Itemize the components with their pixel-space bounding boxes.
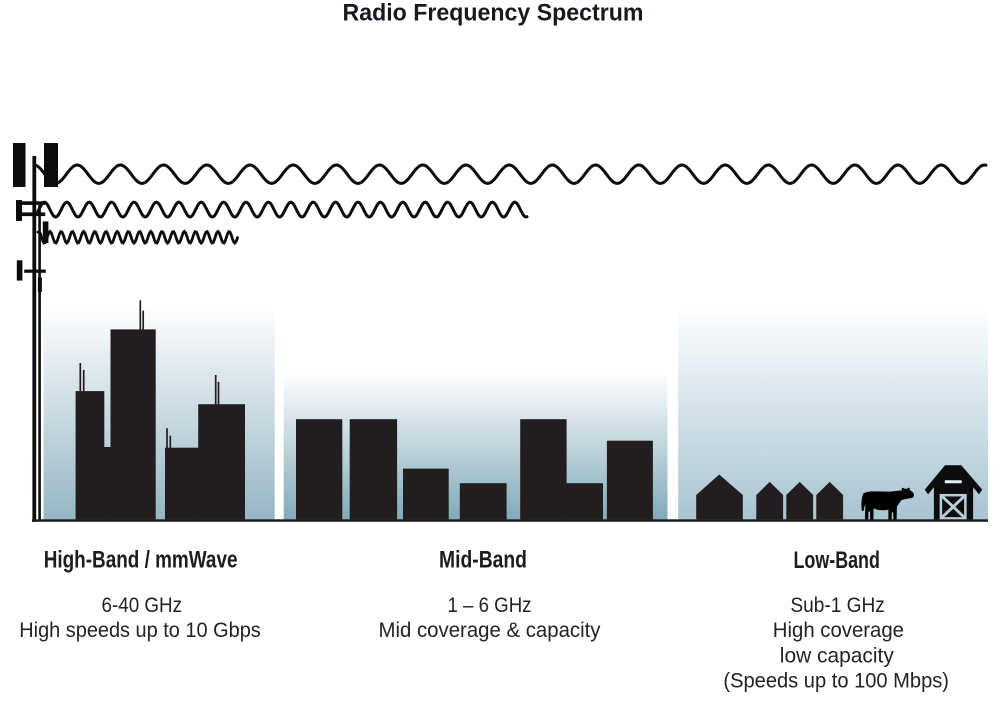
svg-text:Radio Frequency Spectrum: Radio Frequency Spectrum [343, 0, 644, 27]
svg-text:High speeds up to 10 Gbps: High speeds up to 10 Gbps [19, 617, 261, 642]
svg-text:6-40 GHz: 6-40 GHz [102, 592, 183, 617]
svg-text:High coverage: High coverage [773, 617, 904, 642]
svg-text:Low-Band: Low-Band [794, 547, 880, 574]
svg-text:Sub-1 GHz: Sub-1 GHz [790, 592, 884, 617]
svg-text:low capacity: low capacity [780, 642, 894, 667]
svg-text:Mid coverage & capacity: Mid coverage & capacity [379, 617, 601, 642]
svg-text:1 – 6 GHz: 1 – 6 GHz [448, 592, 532, 617]
svg-text:Mid-Band: Mid-Band [439, 547, 527, 574]
svg-text:(Speeds up to 100 Mbps): (Speeds up to 100 Mbps) [723, 668, 949, 693]
svg-text:High-Band / mmWave: High-Band / mmWave [44, 547, 238, 574]
